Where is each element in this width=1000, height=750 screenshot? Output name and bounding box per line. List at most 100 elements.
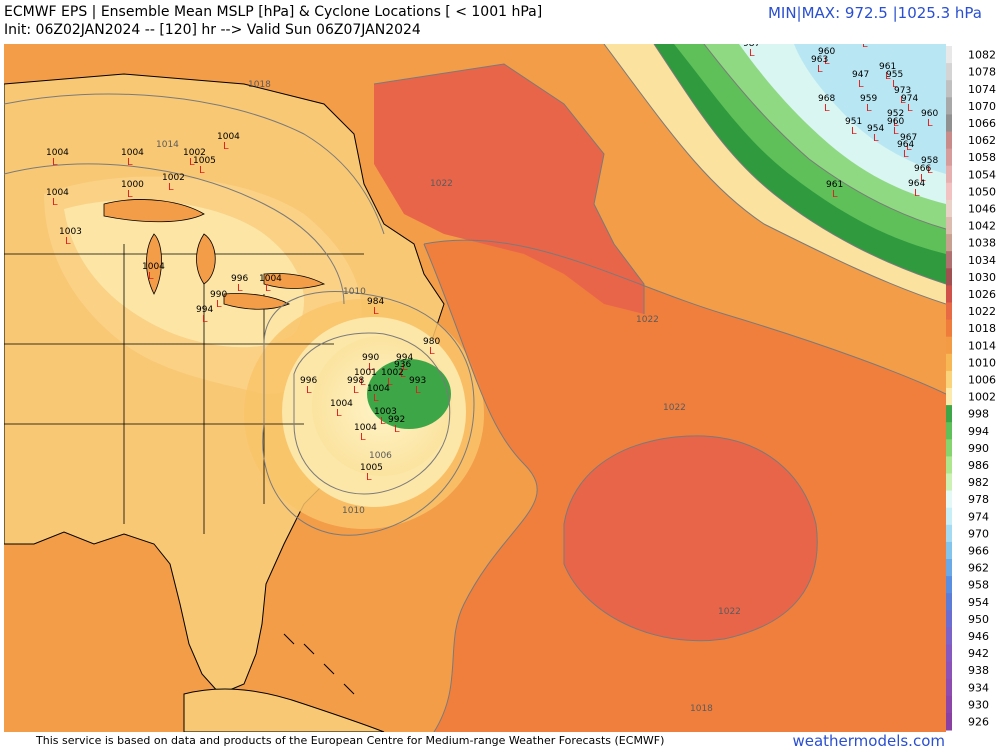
colorbar-swatch <box>946 593 952 611</box>
cyclone-low-marker: L <box>400 369 406 380</box>
cyclone-pressure-label: 966 <box>914 164 931 174</box>
cyclone-pressure-label: 947 <box>852 70 869 80</box>
colorbar-swatch <box>946 285 952 303</box>
cyclone-low-marker: L <box>903 149 909 160</box>
cyclone-low-marker: L <box>892 79 898 90</box>
colorbar-label: 1070 <box>968 100 996 113</box>
colorbar-swatch <box>946 576 952 594</box>
region-1006-land <box>64 199 304 348</box>
cyclone-low-marker: L <box>353 385 359 396</box>
bahamas-outline <box>283 633 355 695</box>
cyclone-pressure-label: 964 <box>897 140 914 150</box>
isobar-label: 1022 <box>663 403 686 413</box>
high-1022-north <box>374 64 644 314</box>
cyclone-low-marker: L <box>394 424 400 435</box>
ecmwf-disclaimer: This service is based on data and produc… <box>36 734 665 747</box>
gradient-blue <box>794 44 946 174</box>
colorbar-swatch <box>946 97 952 115</box>
cyclone-pressure-label: 1004 <box>46 148 69 158</box>
cyclone-pressure-label: 996 <box>231 274 248 284</box>
colorbar-swatch <box>946 217 952 235</box>
cyclone-pressure-label: 958 <box>921 156 938 166</box>
cyclone-low-marker: L <box>893 126 899 137</box>
cyclone-pressure-label: 1004 <box>46 188 69 198</box>
colorbar-label: 966 <box>968 544 989 557</box>
cyclone-pressure-label: 987 <box>743 44 760 49</box>
colorbar-swatch <box>946 627 952 645</box>
weathermodels-watermark[interactable]: weathermodels.com <box>792 732 945 750</box>
great-lakes <box>103 199 326 310</box>
cyclone-pressure-label: 1002 <box>381 368 404 378</box>
colorbar-swatch <box>946 559 952 577</box>
cyclone-low-marker: L <box>368 362 374 373</box>
colorbar-swatch <box>946 405 952 423</box>
colorbar-swatch <box>946 541 952 560</box>
colorbar-label: 1042 <box>968 220 996 233</box>
cyclone-low-marker: L <box>373 393 379 404</box>
cyclone-low-marker: L <box>189 157 195 168</box>
cyclone-pressure-label: 994 <box>396 353 413 363</box>
cyclone-pressure-label: 1003 <box>59 227 82 237</box>
cyclone-pressure-label: 1002 <box>162 173 185 183</box>
cyclone-low-marker: L <box>415 385 421 396</box>
cyclone-pressure-label: 961 <box>826 180 843 190</box>
cyclone-pressure-label: 1004 <box>330 399 353 409</box>
cyclone-low-marker: L <box>927 165 933 176</box>
cyclone-pressure-label: 990 <box>210 290 227 300</box>
isobar-label: 1006 <box>369 451 392 461</box>
colorbar-label: 994 <box>968 425 989 438</box>
colorbar-swatch <box>946 661 952 680</box>
cyclone-low-marker: L <box>429 346 435 357</box>
cyclone-low-marker: L <box>851 126 857 137</box>
colorbar-label: 1010 <box>968 356 996 369</box>
footer: This service is based on data and produc… <box>0 732 1000 750</box>
cyclone-pressure-label: 1001 <box>354 368 377 378</box>
colorbar-label: 1046 <box>968 202 996 215</box>
isobar-label: 1018 <box>248 80 271 90</box>
cyclone-low-marker: L <box>824 56 830 67</box>
cyclone-low-marker: L <box>306 385 312 396</box>
colorbar-swatch <box>946 234 952 252</box>
cyclone-low-marker: L <box>265 283 271 294</box>
cyclone-pressure-label: 951 <box>845 117 862 127</box>
cyclone-pressure-label: 998 <box>347 376 364 386</box>
map-subtitle: Init: 06Z02JAN2024 -- [120] hr --> Valid… <box>4 22 421 38</box>
colorbar-label: 1014 <box>968 339 996 352</box>
cyclone-pressure-label: 1003 <box>374 407 397 417</box>
cyclone-pressure-label: 959 <box>860 94 877 104</box>
colorbar-label: 1058 <box>968 151 996 164</box>
isobar-label: 1022 <box>430 179 453 189</box>
colorbar-swatch <box>946 114 952 132</box>
isobar-label: 1022 <box>718 607 741 617</box>
cyclone-pressure-label: 994 <box>196 305 213 315</box>
colorbar-label: 930 <box>968 698 989 711</box>
cyclone-low-marker: L <box>223 141 229 152</box>
cyclone-low-marker: L <box>900 95 906 106</box>
colorbar-label: 938 <box>968 664 989 677</box>
colorbar-label: 1038 <box>968 237 996 250</box>
colorbar-label: 1066 <box>968 117 996 130</box>
colorbar-label: 998 <box>968 408 989 421</box>
cyclone-low-marker: L <box>832 189 838 200</box>
cyclone-pressure-label: 1004 <box>121 148 144 158</box>
cyclone-pressure-label: 1000 <box>121 180 144 190</box>
cyclone-pressure-label: 968 <box>818 94 835 104</box>
cyclone-low-marker: L <box>824 103 830 114</box>
colorbar-label: 1018 <box>968 322 996 335</box>
colorbar-swatch <box>946 456 952 474</box>
colorbar-label: 1034 <box>968 254 996 267</box>
cyclone-low-marker: L <box>893 118 899 129</box>
low-998 <box>367 359 451 429</box>
colorbar-label: 978 <box>968 493 989 506</box>
colorbar-label: 1002 <box>968 391 996 404</box>
colorbar-swatch <box>946 199 952 218</box>
colorbar-swatch <box>946 695 952 714</box>
cyclone-low-marker: L <box>858 79 864 90</box>
colorbar-swatch <box>946 712 952 731</box>
cyclone-pressure-label: 964 <box>908 179 925 189</box>
cyclone-low-marker: L <box>373 306 379 317</box>
cyclone-low-marker: L <box>52 157 58 168</box>
cyclone-low-marker: L <box>873 133 879 144</box>
colorbar-label: 1082 <box>968 49 996 62</box>
cyclone-low-marker: L <box>65 236 71 247</box>
